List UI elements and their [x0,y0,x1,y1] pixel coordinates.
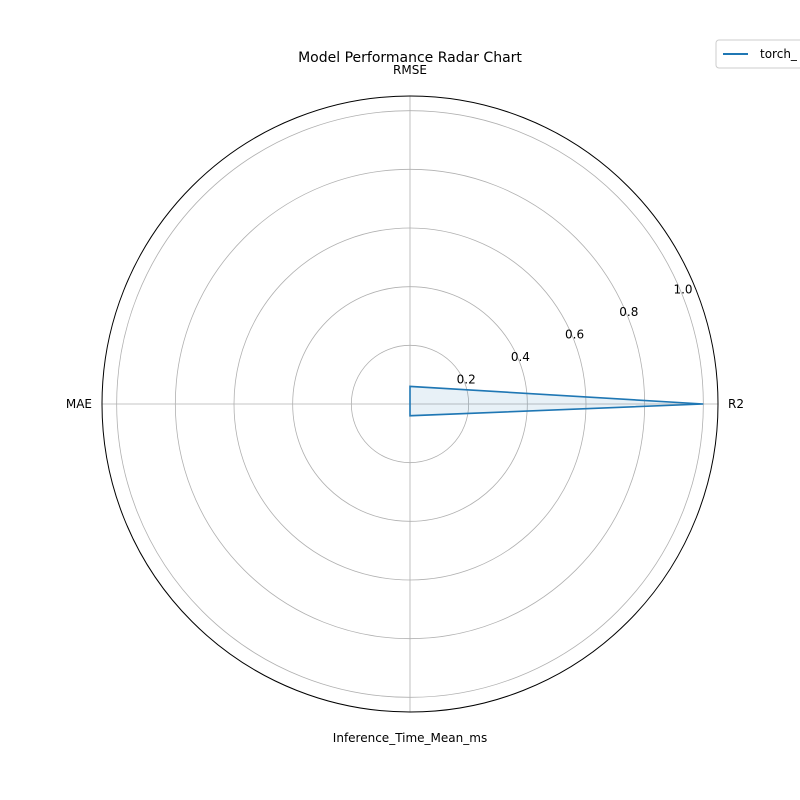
radial-tick-labels: 0.2 0.4 0.6 0.8 1.0 [457,283,693,387]
axis-label-3: Inference_Time_Mean_ms [333,731,487,745]
legend: torch_ [715,39,800,69]
chart-title: Model Performance Radar Chart [298,50,522,66]
legend-label-torch: torch_ [760,47,798,61]
series-line-0 [409,385,704,417]
tick-label-1: 0.4 [511,350,530,364]
tick-label-3: 0.8 [619,305,638,319]
axis-label-1: RMSE [393,63,427,77]
series-layer [409,385,704,417]
tick-label-0: 0.2 [457,373,476,387]
axis-label-2: MAE [66,397,92,411]
legend-box [715,39,800,69]
tick-label-2: 0.6 [565,328,584,342]
axis-label-0: R2 [728,397,744,411]
tick-label-4: 1.0 [673,283,692,297]
series-fill-0 [410,386,704,416]
polar-frame [101,95,719,713]
axis-labels: R2 RMSE MAE Inference_Time_Mean_ms [66,63,744,745]
angular-grid [102,96,718,712]
